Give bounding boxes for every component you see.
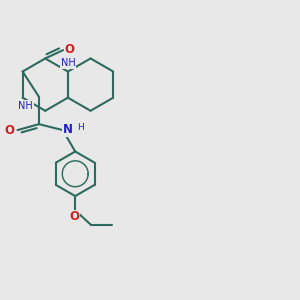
Text: NH: NH: [61, 58, 75, 68]
Text: O: O: [64, 43, 75, 56]
Text: O: O: [4, 124, 14, 137]
Text: H: H: [77, 123, 84, 132]
Text: O: O: [70, 210, 80, 224]
Text: NH: NH: [18, 101, 33, 111]
Text: N: N: [63, 123, 73, 136]
